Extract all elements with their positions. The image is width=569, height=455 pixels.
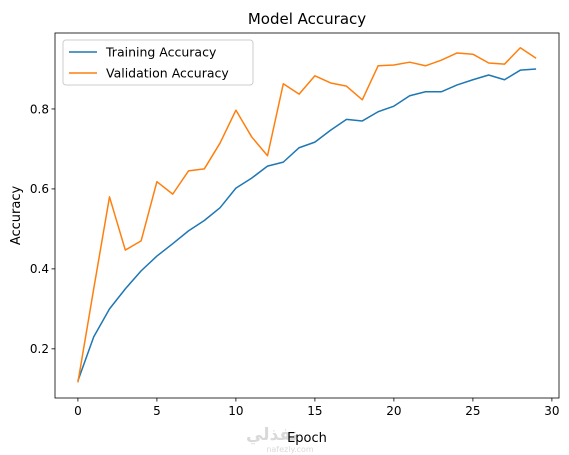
ticks-layer: 0 5 10 15 20 25 30 0.2 0.4 0.6 0.8 <box>30 102 560 418</box>
series-line-validation <box>77 47 537 383</box>
x-tick-label: 25 <box>465 404 480 418</box>
y-axis-label: Accuracy <box>9 186 24 246</box>
x-tick-label: 10 <box>228 404 243 418</box>
y-tick-label: 0.2 <box>30 342 49 356</box>
legend-label-validation: Validation Accuracy <box>106 66 229 81</box>
x-tick-label: 5 <box>153 404 161 418</box>
legend: Training Accuracy Validation Accuracy <box>62 39 254 86</box>
y-tick-label: 0.4 <box>30 262 49 276</box>
watermark: نفذلي nafezly.com <box>246 425 314 454</box>
series-layer <box>77 47 537 383</box>
y-tick-label: 0.6 <box>30 182 49 196</box>
watermark-text: نفذلي <box>246 425 298 445</box>
x-tick-label: 15 <box>307 404 322 418</box>
series-line-training <box>77 68 537 382</box>
x-tick-label: 0 <box>74 404 82 418</box>
chart-title: Model Accuracy <box>248 10 366 28</box>
x-tick-label: 30 <box>544 404 559 418</box>
plot-frame <box>54 32 560 399</box>
legend-label-training: Training Accuracy <box>105 45 217 60</box>
x-axis-label: Epoch <box>287 431 327 446</box>
x-tick-label: 20 <box>386 404 401 418</box>
legend-box <box>62 39 254 86</box>
watermark-subtext: nafezly.com <box>266 445 314 454</box>
y-tick-label: 0.8 <box>30 102 49 116</box>
